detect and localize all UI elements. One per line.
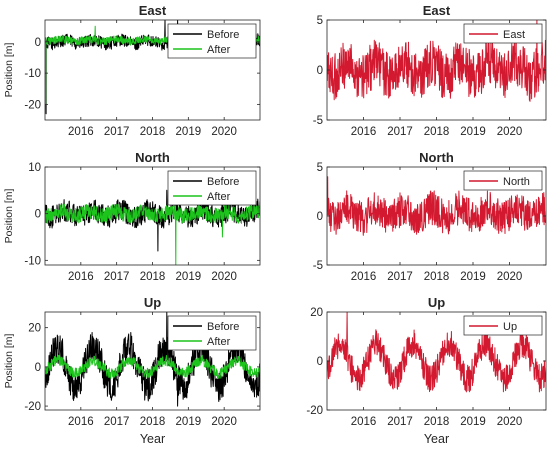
x-tick-label: 2016 — [68, 271, 94, 283]
x-tick-label: 2019 — [176, 126, 202, 138]
y-tick-label: 0 — [35, 37, 41, 49]
x-tick-label: 2016 — [351, 126, 377, 138]
y-axis-label: Position [m] — [3, 333, 15, 388]
series-line-after — [45, 354, 260, 379]
legend-box — [167, 170, 257, 206]
x-tick-label: 2018 — [140, 126, 166, 138]
x-tick-label: 2019 — [460, 126, 486, 138]
x-tick-label: 2020 — [211, 416, 237, 428]
x-tick-label: 2018 — [140, 271, 166, 283]
y-tick-label: -5 — [313, 115, 323, 127]
legend-label: After — [207, 336, 231, 348]
legend-label: Up — [503, 321, 517, 333]
x-tick-label: 2019 — [176, 416, 202, 428]
legend: Up — [463, 315, 543, 336]
x-tick-label: 2020 — [211, 126, 237, 138]
y-tick-label: -20 — [24, 401, 41, 413]
x-tick-label: 2017 — [104, 416, 130, 428]
x-tick-label: 2016 — [68, 126, 94, 138]
x-tick-label: 2018 — [424, 416, 450, 428]
series-line-north — [327, 176, 546, 236]
legend-box — [463, 170, 543, 191]
legend-label: North — [503, 176, 530, 188]
series-group — [327, 176, 546, 236]
legend-box — [167, 315, 257, 351]
x-tick-label: 2017 — [104, 126, 130, 138]
series-line-up — [327, 312, 546, 393]
series-line-after — [45, 203, 260, 265]
legend-label: Before — [207, 176, 239, 188]
chart-panel: 2016 2017 2018 2019 2020 5 0 -5 North North — [313, 150, 547, 283]
series-group — [327, 20, 546, 102]
y-tick-label: -5 — [313, 260, 323, 272]
series-group — [45, 312, 260, 407]
y-tick-label: 0 — [35, 362, 41, 374]
chart-title: East — [139, 3, 167, 18]
y-tick-label: 20 — [310, 307, 323, 319]
x-tick-label: 2016 — [351, 271, 377, 283]
x-tick-label: 2016 — [68, 416, 94, 428]
legend-box — [463, 23, 543, 44]
x-tick-label: 2017 — [387, 271, 413, 283]
x-tick-label: 2018 — [140, 416, 166, 428]
y-tick-label: 0 — [317, 356, 323, 368]
series-line-before — [45, 312, 260, 407]
chart-panel: 2016 2017 2018 2019 2020 10 0 -10 North Position … — [3, 150, 261, 283]
y-tick-label: 5 — [317, 15, 323, 27]
x-tick-label: 2017 — [387, 416, 413, 428]
y-axis-label: Position [m] — [3, 42, 15, 97]
y-tick-label: -20 — [24, 99, 41, 111]
legend-label: East — [503, 29, 525, 41]
legend: Before After — [167, 170, 257, 206]
legend: Before After — [167, 315, 257, 351]
legend-box — [463, 315, 543, 336]
legend: North — [463, 170, 543, 191]
y-axis-label: Position [m] — [3, 188, 15, 243]
legend: Before After — [167, 23, 257, 59]
chart-panel: 2016 2017 2018 2019 2020 5 0 -5 East East — [313, 3, 547, 138]
series-group — [327, 312, 546, 393]
x-tick-label: 2017 — [104, 271, 130, 283]
x-tick-label: 2016 — [351, 416, 377, 428]
legend-label: Before — [207, 29, 239, 41]
x-tick-label: 2019 — [176, 271, 202, 283]
chart-title: Up — [428, 295, 445, 310]
chart-title: East — [423, 3, 451, 18]
y-tick-label: 0 — [317, 65, 323, 77]
x-axis-label: Year — [424, 432, 449, 446]
y-tick-label: 0 — [317, 211, 323, 223]
y-tick-label: 10 — [28, 162, 41, 174]
series-group — [45, 189, 260, 265]
y-tick-label: -10 — [24, 68, 41, 80]
x-tick-label: 2018 — [424, 271, 450, 283]
chart-title: Up — [144, 295, 161, 310]
x-tick-label: 2020 — [497, 126, 523, 138]
x-tick-label: 2020 — [211, 271, 237, 283]
x-tick-label: 2019 — [460, 271, 486, 283]
x-tick-label: 2017 — [387, 126, 413, 138]
x-tick-label: 2018 — [424, 126, 450, 138]
legend-label: After — [207, 44, 231, 56]
chart-panel: 2016 2017 2018 2019 2020 0 -10 -20 East Position … — [3, 3, 261, 138]
legend-label: Before — [207, 321, 239, 333]
chart-title: North — [135, 150, 170, 165]
x-axis-label: Year — [140, 432, 165, 446]
y-tick-label: 5 — [317, 162, 323, 174]
y-tick-label: -10 — [24, 255, 41, 267]
series-line-east — [327, 20, 546, 102]
legend-box — [167, 23, 257, 59]
x-tick-label: 2020 — [497, 416, 523, 428]
y-tick-label: -20 — [306, 405, 323, 417]
x-tick-label: 2019 — [460, 416, 486, 428]
legend-label: After — [207, 191, 231, 203]
x-tick-label: 2020 — [497, 271, 523, 283]
chart-title: North — [419, 150, 454, 165]
legend: East — [463, 23, 543, 44]
y-tick-label: 20 — [28, 323, 41, 335]
y-tick-label: 0 — [35, 209, 41, 221]
